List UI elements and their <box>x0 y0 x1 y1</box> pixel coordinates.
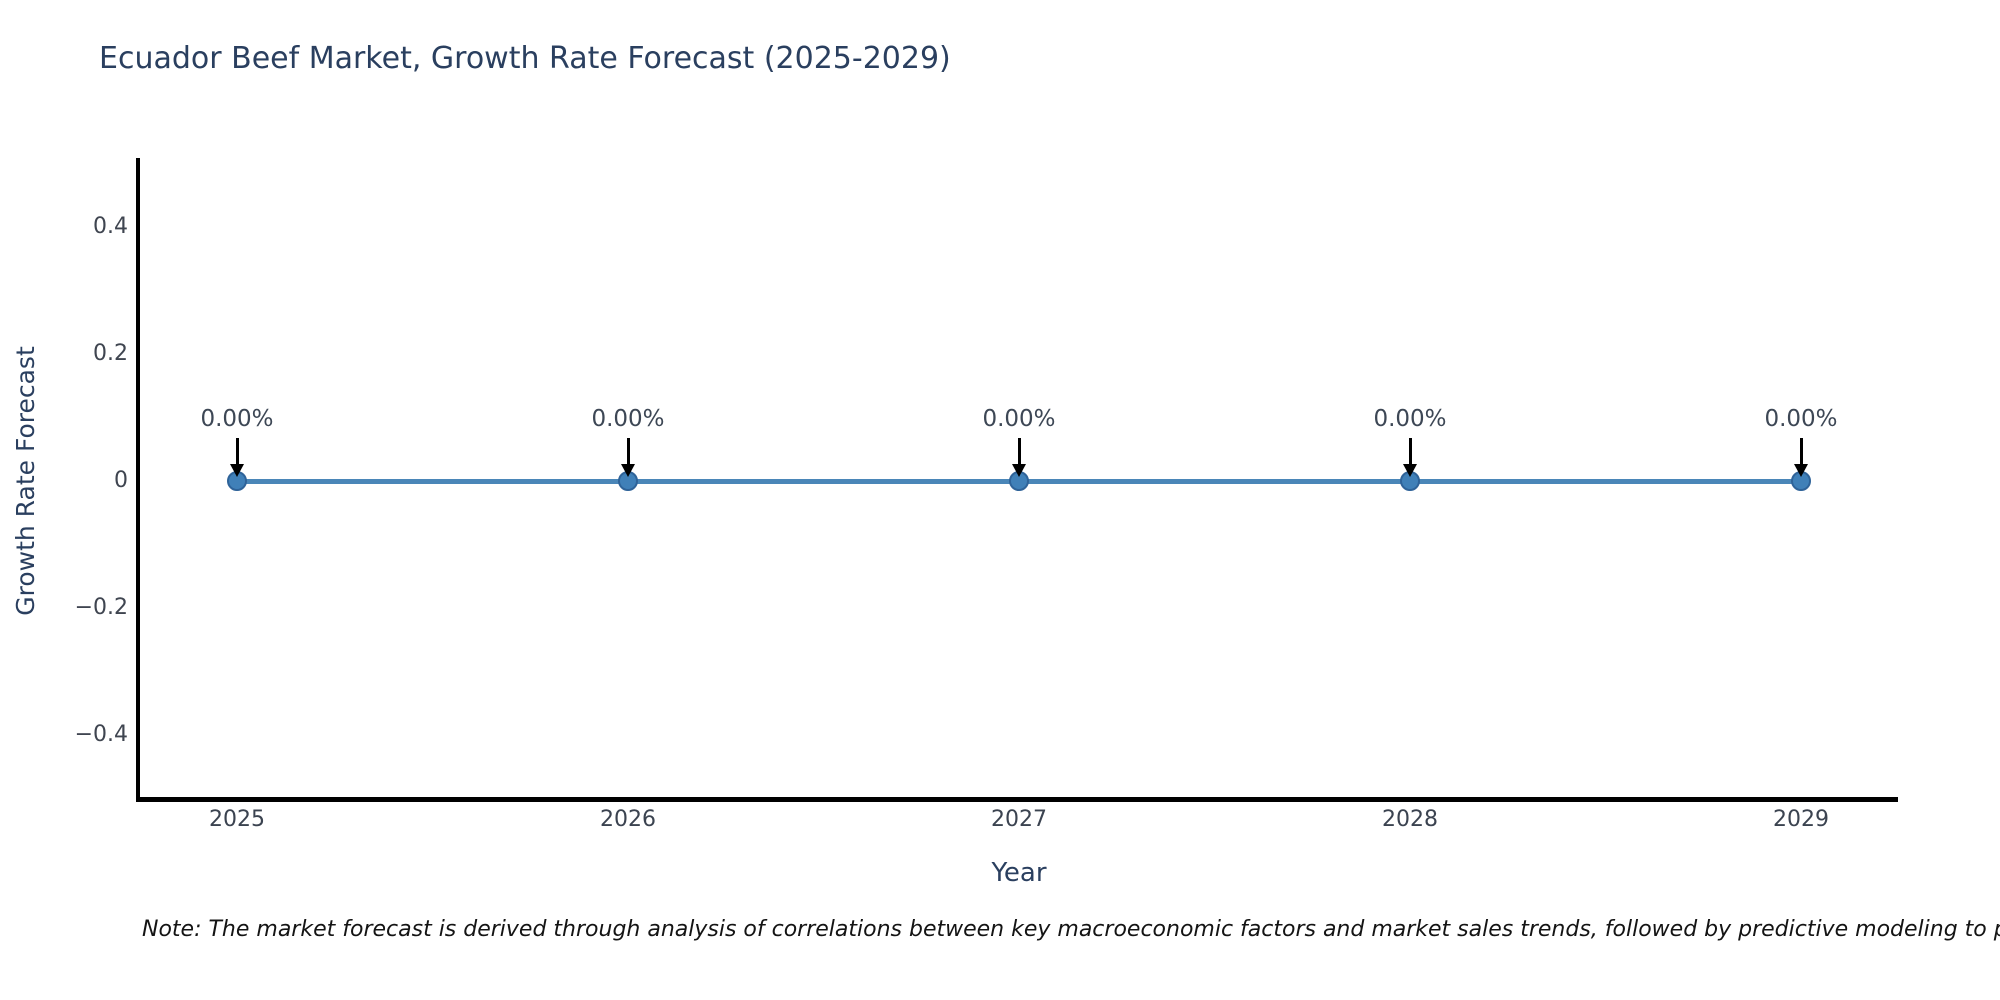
annotation-label: 0.00% <box>1373 406 1447 432</box>
line-segment <box>1019 478 1410 484</box>
line-segment <box>1410 478 1801 484</box>
chart-title: Ecuador Beef Market, Growth Rate Forecas… <box>99 41 951 76</box>
x-tick-label: 2029 <box>1773 807 1829 832</box>
x-tick-label: 2025 <box>209 807 265 832</box>
annotation-label: 0.00% <box>1764 406 1838 432</box>
annotation-arrow-head-icon <box>621 464 635 477</box>
line-segment <box>237 478 628 484</box>
y-tick-label: −0.2 <box>74 595 128 620</box>
annotation-label: 0.00% <box>982 406 1056 432</box>
x-axis-line <box>136 797 1898 802</box>
annotation-arrow-shaft <box>1799 438 1803 464</box>
y-axis-line <box>136 158 140 801</box>
annotation-arrow-head-icon <box>230 464 244 477</box>
y-tick-label: 0.4 <box>93 214 128 239</box>
annotation-arrow-shaft <box>626 438 630 464</box>
y-tick-label: −0.4 <box>74 722 128 747</box>
x-tick-label: 2027 <box>991 807 1047 832</box>
x-tick-label: 2026 <box>600 807 656 832</box>
annotation-arrow-head-icon <box>1794 464 1808 477</box>
y-tick-label: 0 <box>114 468 128 493</box>
annotation-arrow-head-icon <box>1403 464 1417 477</box>
x-tick-label: 2028 <box>1382 807 1438 832</box>
annotation-label: 0.00% <box>200 406 274 432</box>
annotation-arrow-shaft <box>1408 438 1412 464</box>
x-axis-title: Year <box>991 858 1047 888</box>
footnote: Note: The market forecast is derived thr… <box>142 917 2000 942</box>
annotation-arrow-shaft <box>235 438 239 464</box>
annotation-arrow-shaft <box>1017 438 1021 464</box>
line-segment <box>628 478 1019 484</box>
y-tick-label: 0.2 <box>93 341 128 366</box>
annotation-arrow-head-icon <box>1012 464 1026 477</box>
annotation-label: 0.00% <box>591 406 665 432</box>
